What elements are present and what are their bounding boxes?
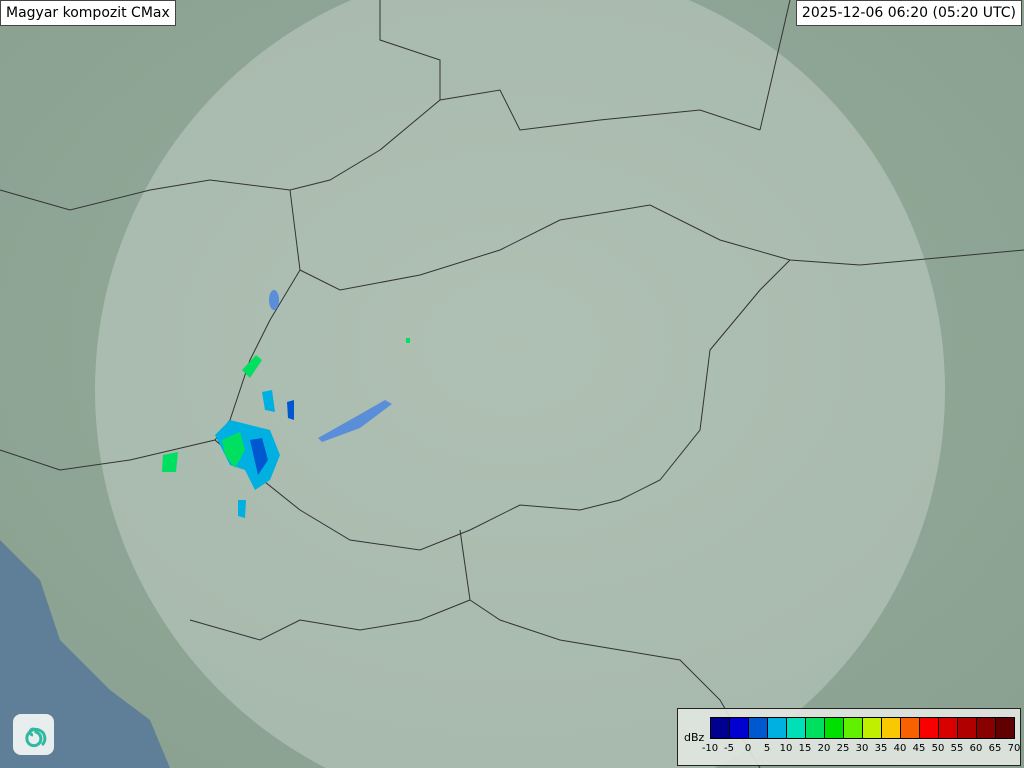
legend-tick: -5 <box>724 743 734 754</box>
legend-bin <box>996 718 1014 738</box>
legend-bin <box>844 718 863 738</box>
lake-neusiedl <box>269 290 279 310</box>
adriatic-sea <box>0 540 170 768</box>
dbz-legend: dBz -10 -5 0 5 10 15 20 25 30 35 40 45 50 55 60 65 70 <box>677 708 1021 766</box>
legend-tick: 70 <box>1007 743 1021 754</box>
legend-tick: 45 <box>912 743 926 754</box>
legend-bin <box>958 718 977 738</box>
legend-tick: 10 <box>779 743 793 754</box>
legend-unit: dBz <box>684 731 705 744</box>
legend-tick: 0 <box>744 743 752 754</box>
radar-echoes <box>162 338 410 518</box>
radar-coverage-area <box>94 0 946 768</box>
legend-tick: 20 <box>817 743 831 754</box>
legend-tick: 65 <box>988 743 1002 754</box>
swirl-logo-icon <box>13 714 54 755</box>
legend-bin <box>939 718 958 738</box>
legend-bin <box>749 718 768 738</box>
legend-bin <box>806 718 825 738</box>
legend-tick: 40 <box>893 743 907 754</box>
legend-bin <box>863 718 882 738</box>
legend-tick: 30 <box>855 743 869 754</box>
legend-tick: 5 <box>763 743 771 754</box>
legend-bin <box>901 718 920 738</box>
lake-balaton <box>318 400 392 442</box>
legend-bin <box>825 718 844 738</box>
legend-tick: 60 <box>969 743 983 754</box>
legend-ticks: -10 -5 0 5 10 15 20 25 30 35 40 45 50 55 60 65 70 <box>702 743 1021 757</box>
legend-tick: 35 <box>874 743 888 754</box>
legend-color-bar <box>710 717 1015 739</box>
legend-bin <box>768 718 787 738</box>
legend-bin <box>730 718 749 738</box>
legend-bin <box>787 718 806 738</box>
product-title: Magyar kompozit CMax <box>0 0 176 26</box>
timestamp: 2025-12-06 06:20 (05:20 UTC) <box>795 0 1022 26</box>
legend-tick: 55 <box>950 743 964 754</box>
lakes <box>269 290 392 442</box>
legend-tick: 15 <box>798 743 812 754</box>
legend-bin <box>711 718 730 738</box>
legend-tick: 50 <box>931 743 945 754</box>
legend-bin <box>920 718 939 738</box>
legend-tick: -10 <box>701 743 719 754</box>
legend-bin <box>882 718 901 738</box>
legend-tick: 25 <box>836 743 850 754</box>
legend-bin <box>977 718 996 738</box>
